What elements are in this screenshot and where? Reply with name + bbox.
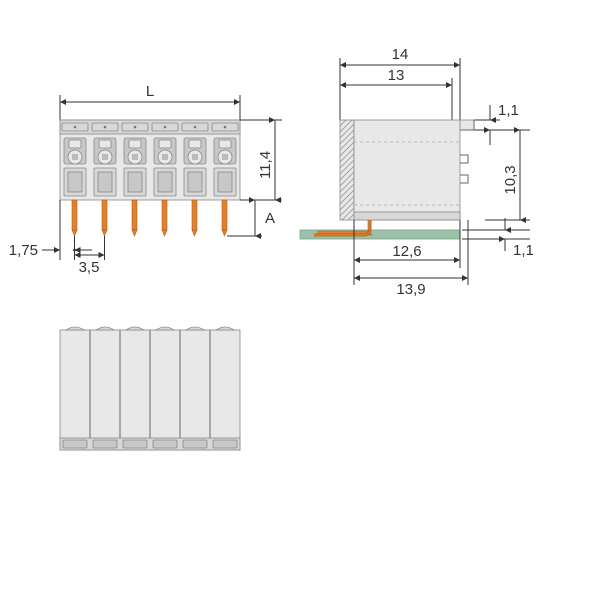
dim-width-14: 14 (392, 46, 409, 63)
dim-pitch: 3,5 (79, 259, 100, 276)
side-view: 14 13 1,1 (300, 46, 534, 298)
pins (72, 200, 227, 236)
dim-width-13: 13 (388, 67, 405, 84)
dim-pin-length: A (265, 210, 275, 227)
dim-edge-offset: 1,75 (9, 242, 38, 259)
dim-depth-139: 13,9 (396, 281, 425, 298)
dim-body-height: 10,3 (502, 165, 519, 194)
dim-pcb-thickness: 1,1 (513, 242, 534, 259)
dim-length: L (146, 83, 154, 100)
front-view: L (9, 83, 282, 276)
dim-height: 11,4 (257, 151, 274, 179)
dim-top-step: 1,1 (498, 102, 519, 119)
bottom-view (60, 327, 240, 450)
technical-drawing: L (0, 0, 600, 600)
dim-depth-126: 12,6 (392, 243, 421, 260)
